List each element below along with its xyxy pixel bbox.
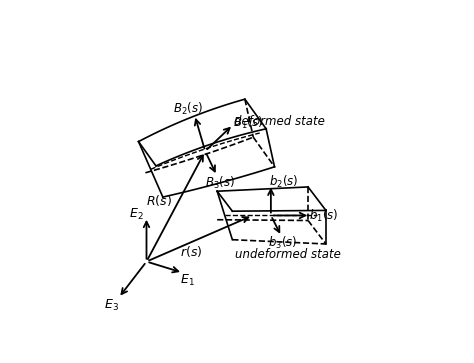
Text: $\mathbf{\mathit{B}}_1(s)$: $\mathbf{\mathit{B}}_1(s)$ [233, 115, 263, 131]
Text: $\mathbf{\mathit{B}}_3(s)$: $\mathbf{\mathit{B}}_3(s)$ [205, 175, 235, 191]
Text: $\mathbf{\mathit{b}}_3(s)$: $\mathbf{\mathit{b}}_3(s)$ [268, 235, 298, 252]
Text: $\mathbf{\mathit{r}}(s)$: $\mathbf{\mathit{r}}(s)$ [180, 244, 202, 258]
Text: $\mathbf{\mathit{b}}_1(s)$: $\mathbf{\mathit{b}}_1(s)$ [309, 207, 339, 224]
Text: $\mathbf{\mathit{R}}(s)$: $\mathbf{\mathit{R}}(s)$ [146, 193, 172, 208]
Text: $\mathbf{\mathit{E}}_1$: $\mathbf{\mathit{E}}_1$ [180, 273, 194, 288]
Text: deformed state: deformed state [234, 115, 325, 129]
Text: $\mathbf{\mathit{b}}_2(s)$: $\mathbf{\mathit{b}}_2(s)$ [269, 174, 298, 190]
Text: $\mathbf{\mathit{E}}_2$: $\mathbf{\mathit{E}}_2$ [128, 207, 143, 221]
Text: $\mathbf{\mathit{B}}_2(s)$: $\mathbf{\mathit{B}}_2(s)$ [173, 101, 202, 117]
Text: undeformed state: undeformed state [235, 248, 341, 261]
Text: $\mathbf{\mathit{E}}_3$: $\mathbf{\mathit{E}}_3$ [104, 298, 119, 313]
